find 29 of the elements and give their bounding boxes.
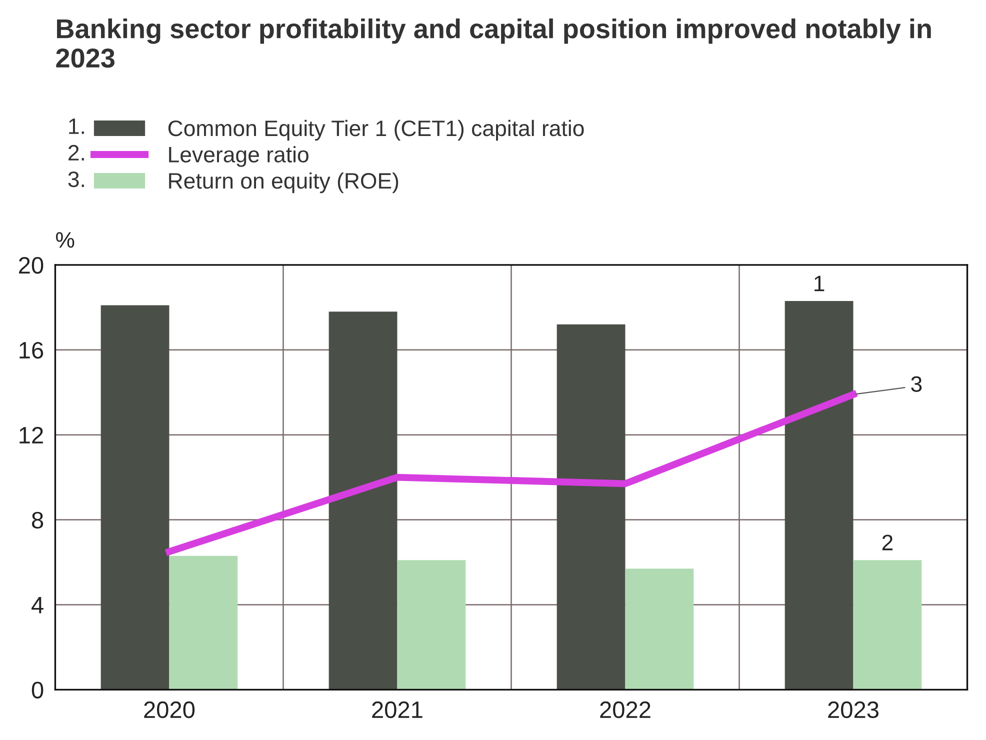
annotation: 3 <box>911 376 922 392</box>
y-tick-label: 4 <box>32 597 44 614</box>
bar <box>169 556 238 690</box>
x-tick-label: 2023 <box>828 701 878 718</box>
x-tick-label: 2020 <box>144 701 195 718</box>
legend-label: Leverage ratio <box>169 146 308 167</box>
text: 3. <box>68 171 84 188</box>
bar <box>853 560 922 690</box>
bar <box>100 305 170 690</box>
bar <box>328 312 398 690</box>
y-tick-label: 12 <box>20 426 43 444</box>
bar <box>625 568 694 690</box>
x-tick-label: 2022 <box>600 701 650 718</box>
y-tick-label: 0 <box>32 682 44 698</box>
y-tick-label: 20 <box>19 256 44 274</box>
annotation: 2 <box>882 534 893 550</box>
chart-title: Banking sector profitability and capital position improved notably in 2023 <box>56 18 931 68</box>
y-tick-label: 16 <box>20 342 44 359</box>
bar <box>784 301 854 690</box>
y-axis-title: % <box>56 232 74 248</box>
x-tick-label: 2021 <box>372 701 422 718</box>
y-tick-label: 8 <box>32 512 44 529</box>
text: 1. <box>69 118 84 134</box>
annotation: 1 <box>814 276 824 292</box>
legend-label: Common Equity Tier 1 (CET1) capital ratio <box>168 120 584 141</box>
bar <box>397 560 466 690</box>
text: 2. <box>68 144 84 160</box>
bar <box>556 324 626 690</box>
legend-label: Return on equity (ROE) <box>169 172 398 194</box>
